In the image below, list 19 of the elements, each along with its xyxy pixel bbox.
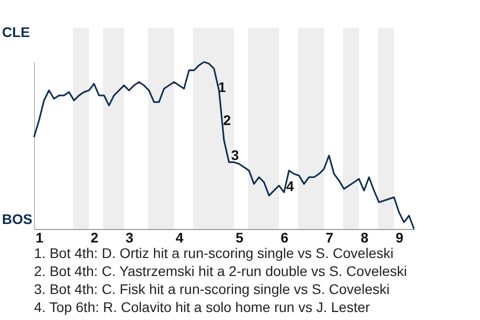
text: CLE xyxy=(2,24,30,40)
x-tick-label: 7 xyxy=(326,230,334,246)
annotation: 1 xyxy=(218,79,226,95)
x-tick-label: 1 xyxy=(36,230,44,246)
x-tick-label: 8 xyxy=(360,230,369,246)
x-tick-label: 2 xyxy=(90,230,99,246)
text: 4. Top 6th: R. Colavito hit a solo home run vs J. Lester xyxy=(34,298,371,316)
x-tick-label: 9 xyxy=(396,230,404,246)
text: 2. Bot 4th: C. Yastrzemski hit a 2-run double vs S. Coveleski xyxy=(34,262,407,280)
x-tick-label: 5 xyxy=(236,230,244,246)
annotation: 2 xyxy=(223,112,231,128)
x-tick-label: 3 xyxy=(126,230,134,246)
text: BOS xyxy=(2,211,32,227)
x-tick-label: 6 xyxy=(280,230,289,246)
annotation: 3 xyxy=(231,147,239,163)
text: 1. Bot 4th: D. Ortiz hit a run-scoring single vs S. Coveleski xyxy=(34,244,394,262)
x-tick-label: 4 xyxy=(176,230,184,246)
text: 3. Bot 4th: C. Fisk hit a run-scoring single vs S. Coveleski xyxy=(34,280,391,298)
annotation: 4 xyxy=(286,178,294,194)
